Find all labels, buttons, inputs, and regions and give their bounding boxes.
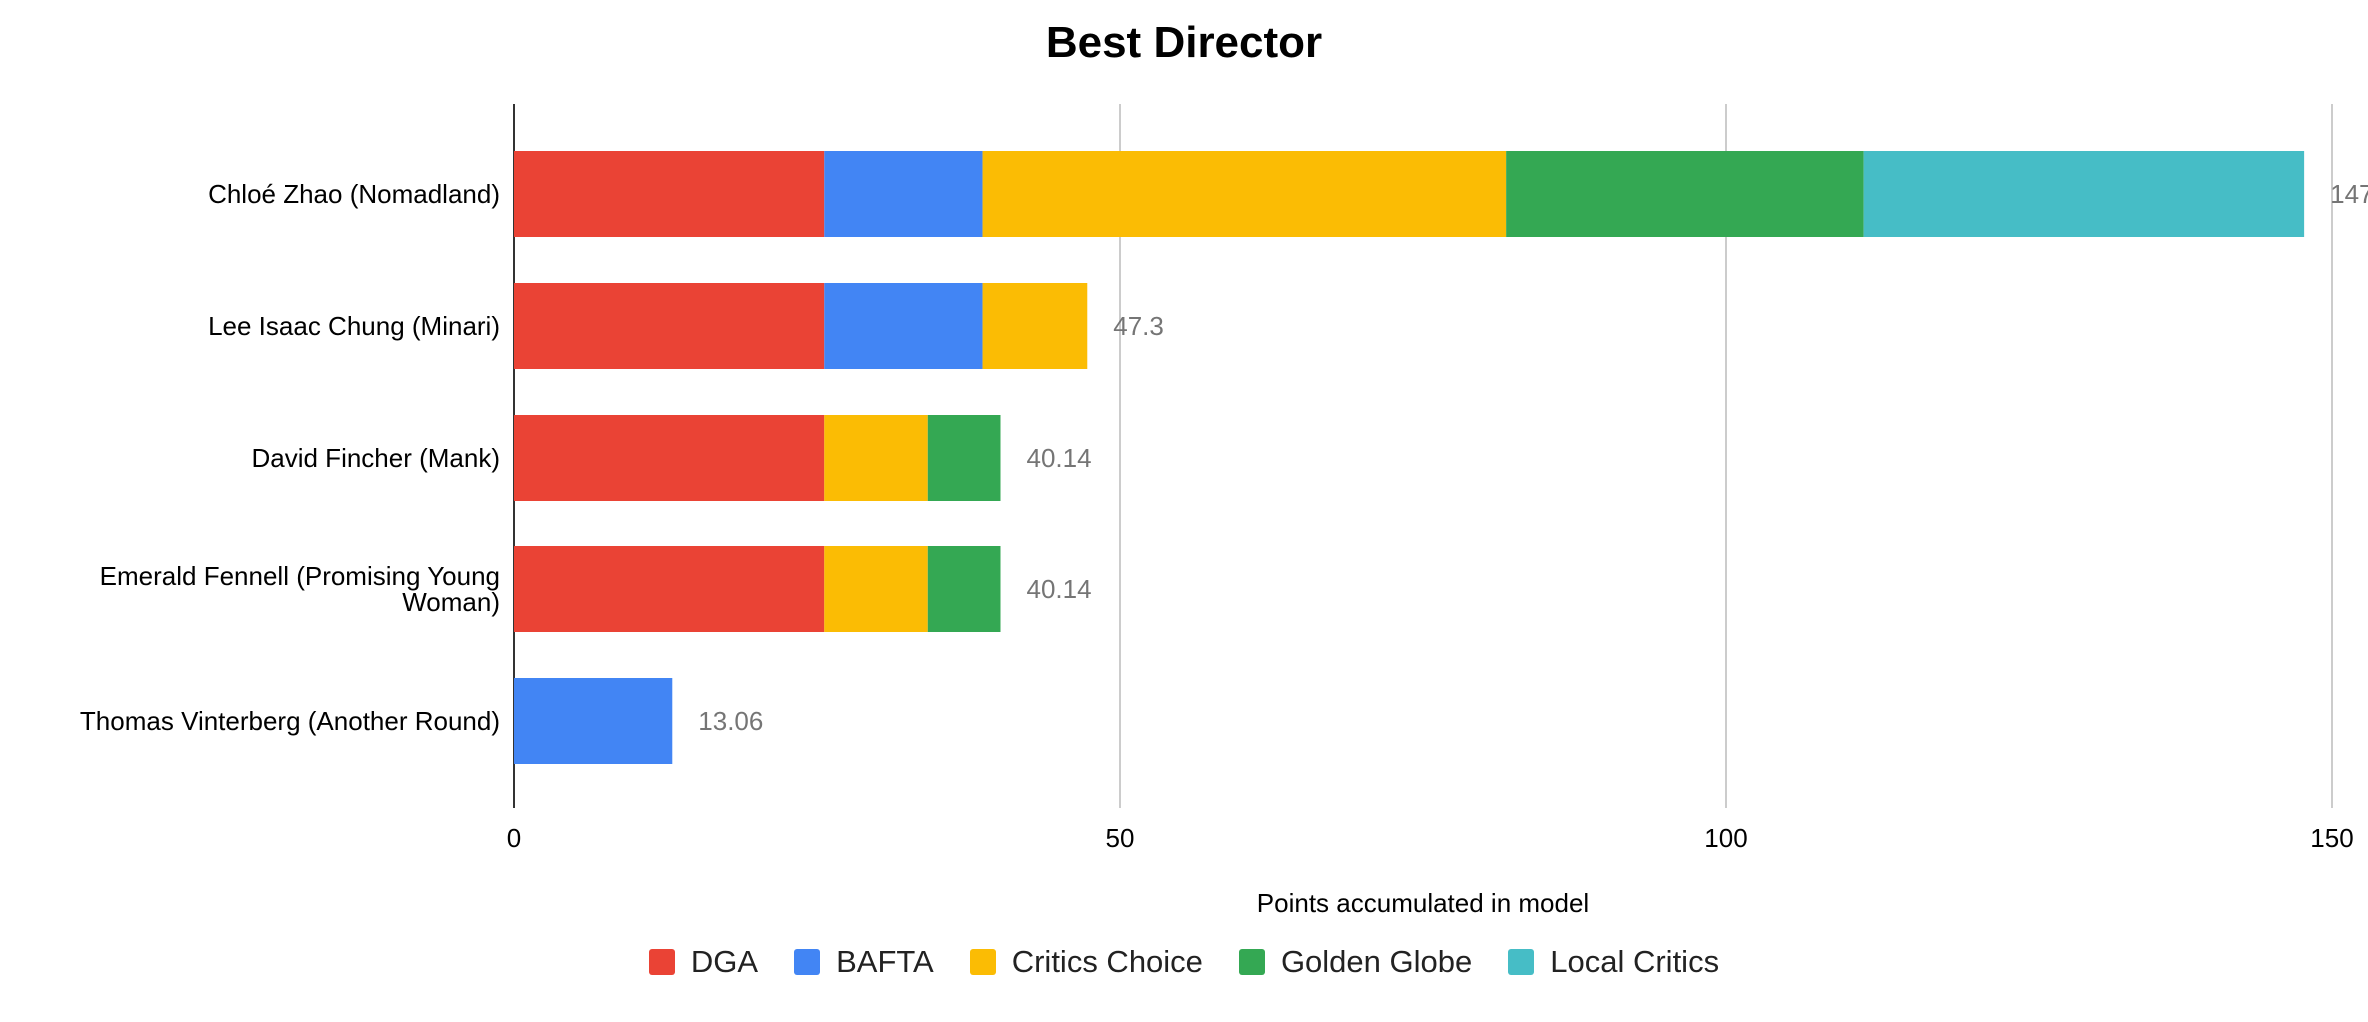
y-category-label: Emerald Fennell (Promising Young Woman) [100,561,500,617]
chart-title: Best Director [1045,18,1323,67]
bar-segment [514,546,825,632]
x-axis-title: Points accumulated in model [1257,888,1589,918]
bar-segment [982,283,1088,369]
y-category-label: David Fincher (Mank) [251,443,500,473]
x-tick-label: 0 [507,823,521,853]
legend-swatch [794,949,821,975]
bar-segment [824,151,983,237]
x-tick-label: 100 [1704,823,1747,853]
bar-segment [1863,151,2305,237]
legend-item: Critics Choice [969,944,1203,980]
total-data-label: 147.7 [2330,179,2368,209]
total-data-label: 13.06 [698,706,763,736]
bar-segment [824,283,983,369]
bar-segment [514,678,673,764]
legend-swatch [1238,949,1265,975]
x-tick-label: 150 [2310,823,2353,853]
legend: DGA BAFTA Critics Choice Golden Globe Local … [0,944,2368,980]
legend-swatch [969,949,996,975]
bar-segment [927,415,1001,501]
legend-label: BAFTA [836,944,934,979]
bar-segment [927,546,1001,632]
bar-segment [514,415,825,501]
bar-segment [1506,151,1864,237]
bar-segment [514,283,825,369]
y-category-label: Lee Isaac Chung (Minari) [208,311,500,341]
y-category-label: Chloé Zhao (Nomadland) [208,179,500,209]
bar-segment [824,415,928,501]
legend-swatch [1508,949,1535,975]
total-data-label: 47.3 [1113,311,1164,341]
legend-item: BAFTA [794,944,934,980]
legend-item: Local Critics [1508,944,1719,980]
total-data-label: 40.14 [1026,443,1091,473]
legend-label: Local Critics [1550,944,1720,979]
y-category-label: Thomas Vinterberg (Another Round) [80,706,500,736]
legend-item: DGA [648,944,759,980]
total-data-label: 40.14 [1026,574,1091,604]
legend-label: DGA [690,944,759,979]
x-tick-label: 50 [1106,823,1135,853]
legend-swatch [648,949,675,975]
legend-item: Golden Globe [1238,944,1473,980]
legend-label: Critics Choice [1011,944,1203,979]
bar-segment [982,151,1507,237]
bar-segment [824,546,928,632]
bar-segment [514,151,825,237]
legend-label: Golden Globe [1280,944,1473,979]
